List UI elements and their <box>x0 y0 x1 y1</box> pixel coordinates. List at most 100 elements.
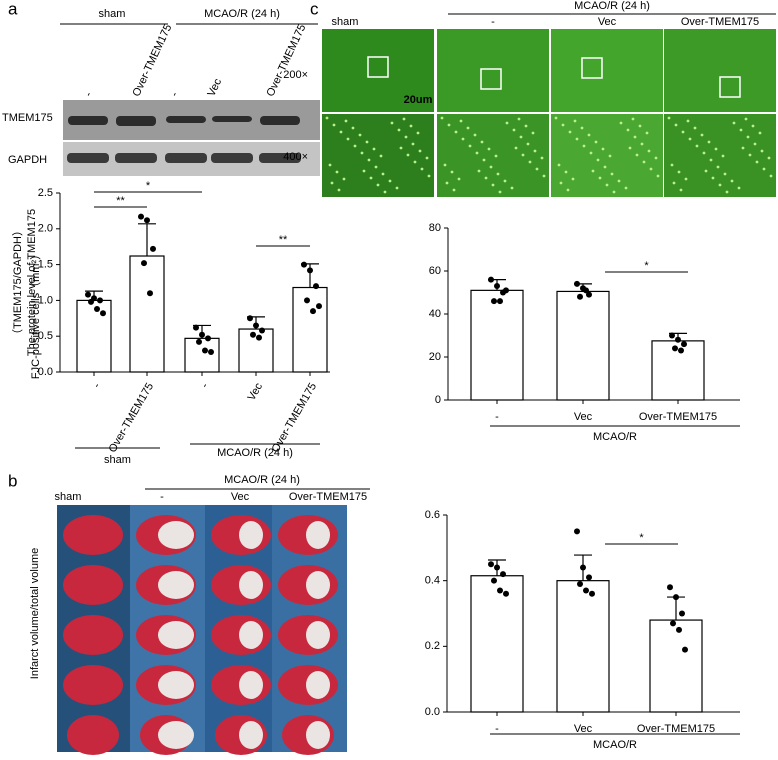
label: 200× <box>283 69 308 81</box>
micrograph <box>437 29 549 112</box>
label: Vec <box>598 16 617 28</box>
cell <box>594 140 598 144</box>
cell <box>721 154 725 158</box>
cell <box>358 133 362 137</box>
cell <box>718 183 722 187</box>
data-point <box>141 260 147 267</box>
cell <box>526 142 530 146</box>
band <box>115 153 157 163</box>
cell <box>517 117 521 121</box>
cell <box>404 135 408 139</box>
cell <box>631 117 635 121</box>
cell <box>626 128 630 132</box>
y-tick-label: 0.2 <box>425 640 440 652</box>
cell <box>468 144 472 148</box>
cell <box>638 124 642 128</box>
label: MCAO/R <box>593 431 637 443</box>
data-point <box>503 590 509 597</box>
infarct <box>306 521 330 549</box>
cell <box>591 169 595 173</box>
micrograph <box>664 29 776 112</box>
cell <box>714 147 718 151</box>
cell <box>353 144 357 148</box>
cell <box>737 186 741 190</box>
cell <box>399 146 403 150</box>
infarct <box>158 721 194 749</box>
data-point <box>577 580 583 587</box>
label: - <box>168 90 181 99</box>
cell <box>457 177 461 181</box>
cell <box>427 174 431 178</box>
label: - <box>491 16 495 28</box>
y-tick-label: 2.5 <box>38 187 53 199</box>
cell <box>744 117 748 121</box>
cell <box>454 130 458 134</box>
cell <box>524 124 528 128</box>
cell <box>566 188 570 192</box>
cell <box>617 179 621 183</box>
data-point <box>85 291 91 298</box>
cell <box>587 133 591 137</box>
cell <box>557 163 561 167</box>
cell <box>700 133 704 137</box>
cell <box>514 146 518 150</box>
data-point <box>494 564 500 571</box>
cell <box>568 130 572 134</box>
cell <box>605 183 609 187</box>
cell <box>758 131 762 135</box>
data-point <box>100 310 106 317</box>
cell <box>491 183 495 187</box>
y-tick-label: 80 <box>429 222 441 234</box>
cell <box>494 154 498 158</box>
x-tick-label: Vec <box>246 381 266 403</box>
data-point <box>316 303 322 310</box>
cell <box>571 177 575 181</box>
cell <box>528 160 532 164</box>
label: sham <box>55 491 82 503</box>
roi-box <box>719 76 741 98</box>
data-point <box>150 245 156 252</box>
cell <box>346 137 350 141</box>
label: sham <box>332 16 359 28</box>
cell <box>496 172 500 176</box>
cell <box>603 165 607 169</box>
cell <box>475 151 479 155</box>
x-tick-label: - <box>495 723 499 735</box>
data-point <box>304 297 310 304</box>
infarct <box>306 721 330 749</box>
data-point <box>503 287 509 294</box>
data-point <box>247 315 253 322</box>
cell <box>337 188 341 192</box>
cell <box>420 167 424 171</box>
cell <box>709 158 713 162</box>
micrograph <box>437 114 549 197</box>
cell <box>512 128 516 132</box>
cell <box>332 123 336 127</box>
cell <box>519 135 523 139</box>
y-tick-label: 20 <box>429 351 441 363</box>
cell <box>351 126 355 130</box>
bar <box>184 337 220 373</box>
data-point <box>589 590 595 597</box>
cell <box>725 190 729 194</box>
data-point <box>669 332 675 339</box>
data-point <box>672 345 678 352</box>
cell <box>559 181 563 185</box>
label: Over-TMEM175 <box>681 16 759 28</box>
label: sham <box>99 8 126 20</box>
micrograph <box>322 29 434 112</box>
cell <box>489 165 493 169</box>
y-tick-label: 0.0 <box>38 366 53 378</box>
cell <box>360 151 364 155</box>
label: ** <box>116 195 125 207</box>
cell <box>598 176 602 180</box>
infarct <box>306 571 330 599</box>
band <box>211 153 253 163</box>
cell <box>369 176 373 180</box>
x-tick-label: Vec <box>574 411 593 423</box>
micrograph <box>551 29 663 112</box>
brain-slice <box>63 565 123 605</box>
label: sham <box>104 454 131 466</box>
label: - <box>82 90 95 99</box>
y-tick-label: 1.5 <box>38 259 53 271</box>
